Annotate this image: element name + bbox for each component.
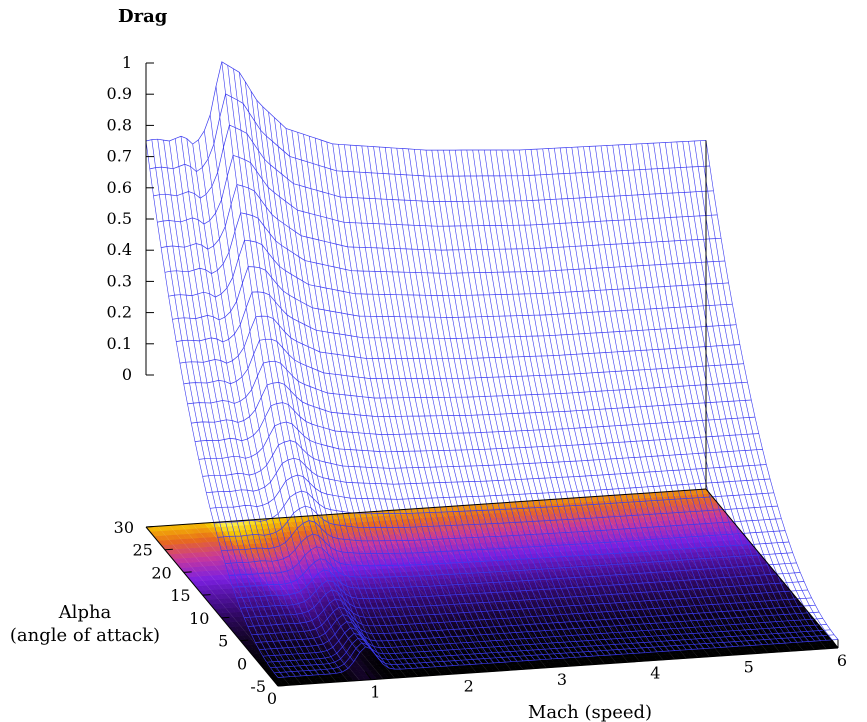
z-tick-label: 0.3 [107, 271, 132, 290]
z-tick-label: 0.7 [107, 147, 132, 166]
y-tick-mark [240, 639, 249, 642]
z-axis-title: Drag [118, 6, 168, 27]
y-tick-mark [221, 616, 230, 619]
y-axis-title-line2: (angle of attack) [10, 625, 160, 646]
z-tick-label: 0.2 [107, 303, 132, 322]
z-tick-label: 0.1 [107, 334, 132, 353]
mesh-line-alpha [149, 93, 710, 177]
z-axis-ticks: 0 0.1 0.2 0.3 0.4 0.5 0.6 0.7 0.8 0.9 1 [107, 53, 154, 384]
mesh-line-alpha [206, 457, 767, 494]
heatmap-base [145, 488, 839, 687]
x-tick-label: 6 [837, 651, 847, 670]
y-tick-mark [259, 662, 268, 664]
x-axis-title: Mach (speed) [528, 702, 652, 722]
x-tick-label: 3 [557, 670, 567, 689]
x-tick-label: 1 [370, 683, 380, 702]
y-tick-label: 5 [218, 632, 228, 651]
mesh-line-alpha [194, 402, 756, 442]
y-tick-mark [277, 685, 287, 687]
y-tick-mark [145, 526, 155, 528]
z-tick-label: 0 [122, 365, 132, 384]
y-tick-label: 20 [151, 563, 171, 582]
mesh-line-alpha [145, 61, 707, 151]
y-tick-mark [164, 548, 173, 551]
x-tick-label: 2 [464, 676, 474, 695]
y-axis-title-line1: Alpha [58, 602, 112, 623]
z-tick-label: 0.6 [107, 178, 132, 197]
y-tick-label: 10 [189, 609, 209, 628]
y-tick-label: 0 [237, 654, 247, 673]
z-tick-label: 0.9 [107, 84, 132, 103]
y-tick-label: 15 [170, 586, 190, 605]
z-tick-label: 1 [122, 53, 132, 72]
mesh-line-alpha [172, 266, 733, 321]
mesh-line-alpha [168, 239, 729, 298]
z-tick-label: 0.8 [107, 115, 132, 134]
z-tick-label: 0.5 [107, 209, 132, 228]
x-tick-label: 4 [650, 664, 660, 683]
y-tick-label: 25 [132, 541, 152, 560]
mesh-line-alpha [164, 212, 725, 275]
x-tick-label: 5 [744, 657, 754, 676]
z-tick-label: 0.4 [107, 240, 132, 259]
y-tick-label: 30 [114, 518, 134, 537]
y-tick-label: -5 [250, 677, 266, 696]
y-tick-mark [183, 571, 192, 573]
y-tick-mark [202, 594, 211, 596]
x-tick-label: 0 [267, 689, 277, 708]
